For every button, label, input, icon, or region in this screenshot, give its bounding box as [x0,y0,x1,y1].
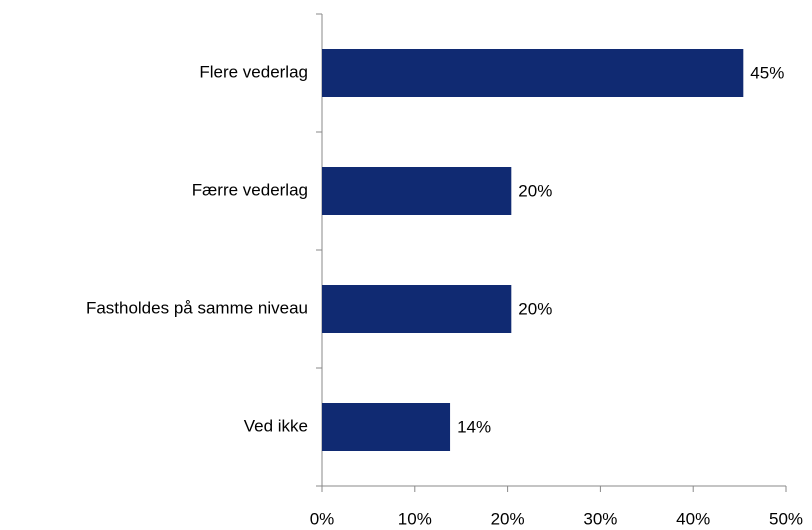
value-label: 20% [518,181,552,200]
y-tick-label: Ved ikke [244,416,308,435]
value-label: 20% [518,299,552,318]
bar [322,403,451,451]
x-tick-label: 50% [769,509,803,528]
bar [322,49,744,97]
x-tick-label: 10% [398,509,432,528]
x-tick-label: 0% [310,509,335,528]
bar [322,167,512,215]
y-tick-label: Flere vederlag [199,62,308,81]
value-label: 45% [750,63,784,82]
x-tick-label: 30% [583,509,617,528]
y-tick-label: Færre vederlag [192,180,308,199]
bar [322,285,512,333]
value-label: 14% [457,417,491,436]
x-tick-label: 40% [676,509,710,528]
x-tick-label: 20% [491,509,525,528]
y-tick-label: Fastholdes på samme niveau [86,298,308,317]
